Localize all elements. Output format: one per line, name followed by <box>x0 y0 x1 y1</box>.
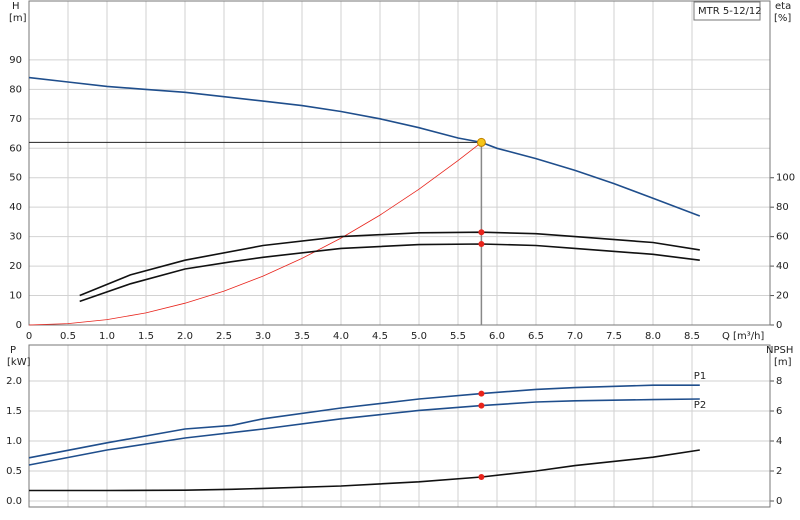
y-axis-label: P <box>10 345 16 356</box>
y-tick-label: 0 <box>16 320 22 331</box>
y2-tick-label: 4 <box>776 436 782 447</box>
x-tick-label: 5.0 <box>411 331 427 342</box>
duty-point <box>478 229 485 236</box>
plot-area <box>29 345 770 507</box>
y2-tick-label: 20 <box>776 291 789 302</box>
annotation-box <box>693 1 761 21</box>
y2-tick-label: 6 <box>776 406 782 417</box>
x-tick-label: 3.0 <box>255 331 271 342</box>
y-tick-label: 40 <box>9 202 22 213</box>
plot-area <box>29 1 770 325</box>
curve <box>28 76 701 217</box>
y-tick-label: 0.0 <box>6 496 22 507</box>
x-tick-label: 4.5 <box>372 331 388 342</box>
x-tick-label: 7.0 <box>567 331 583 342</box>
curve <box>29 449 700 492</box>
plot-frame <box>28 0 771 326</box>
x-tick-label: 1.0 <box>99 331 115 342</box>
x-tick-label: 4.0 <box>333 331 349 342</box>
y-tick-label: 2.0 <box>6 376 22 387</box>
y-tick-label: 70 <box>9 114 22 125</box>
y-tick-label: 1.5 <box>6 406 22 417</box>
y-axis-unit: [m] <box>9 13 27 24</box>
y2-tick-label: 8 <box>776 376 782 387</box>
curve <box>28 398 700 466</box>
y-tick-label: 50 <box>9 173 22 184</box>
y-tick-label: 90 <box>9 55 22 66</box>
x-tick-label: 8.5 <box>684 331 700 342</box>
y2-tick-label: 80 <box>776 202 789 213</box>
x-tick-label: 1.5 <box>138 331 154 342</box>
y-axis-label: H <box>12 1 20 12</box>
y2-tick-label: 2 <box>776 466 782 477</box>
x-tick-label: 7.5 <box>606 331 622 342</box>
series-label: P2 <box>694 400 706 411</box>
x-axis-label: Q [m³/h] <box>722 331 764 342</box>
y2-tick-label: 40 <box>776 261 789 272</box>
y2-axis-unit: [%] <box>774 13 791 24</box>
y-tick-label: 1.0 <box>6 436 22 447</box>
curve <box>28 384 700 459</box>
y-tick-label: 80 <box>9 84 22 95</box>
y2-tick-label: 60 <box>776 232 789 243</box>
y2-tick-label: 0 <box>776 496 782 507</box>
y-tick-label: 10 <box>9 291 22 302</box>
y2-tick-label: 0 <box>776 320 782 331</box>
duty-point <box>478 390 485 397</box>
y-tick-label: 20 <box>9 261 22 272</box>
curve <box>79 231 700 297</box>
series-label: P1 <box>694 371 706 382</box>
plot-frame <box>28 344 771 508</box>
x-tick-label: 0.5 <box>60 331 76 342</box>
x-tick-label: 5.5 <box>450 331 466 342</box>
x-tick-label: 8.0 <box>645 331 661 342</box>
curve <box>79 243 700 303</box>
curve <box>28 142 482 326</box>
x-tick-label: 6.5 <box>528 331 544 342</box>
x-tick-label: 3.5 <box>294 331 310 342</box>
x-tick-label: 0 <box>26 331 32 342</box>
duty-point <box>478 402 485 409</box>
duty-point <box>478 474 485 480</box>
y-axis-unit: [kW] <box>7 357 31 368</box>
y2-axis-label: NPSH <box>766 345 793 356</box>
y-tick-label: 60 <box>9 143 22 154</box>
y-tick-label: 30 <box>9 232 22 243</box>
duty-point <box>478 241 485 247</box>
y2-axis-label: eta <box>775 1 791 12</box>
x-tick-label: 2.5 <box>216 331 232 342</box>
x-tick-label: 6.0 <box>489 331 505 342</box>
annotation: MTR 5-12/12 <box>698 6 762 17</box>
y-tick-label: 0.5 <box>6 466 22 477</box>
x-tick-label: 2.0 <box>177 331 193 342</box>
y2-tick-label: 100 <box>776 173 795 184</box>
duty-point <box>476 137 486 147</box>
y2-axis-unit: [m] <box>774 357 792 368</box>
